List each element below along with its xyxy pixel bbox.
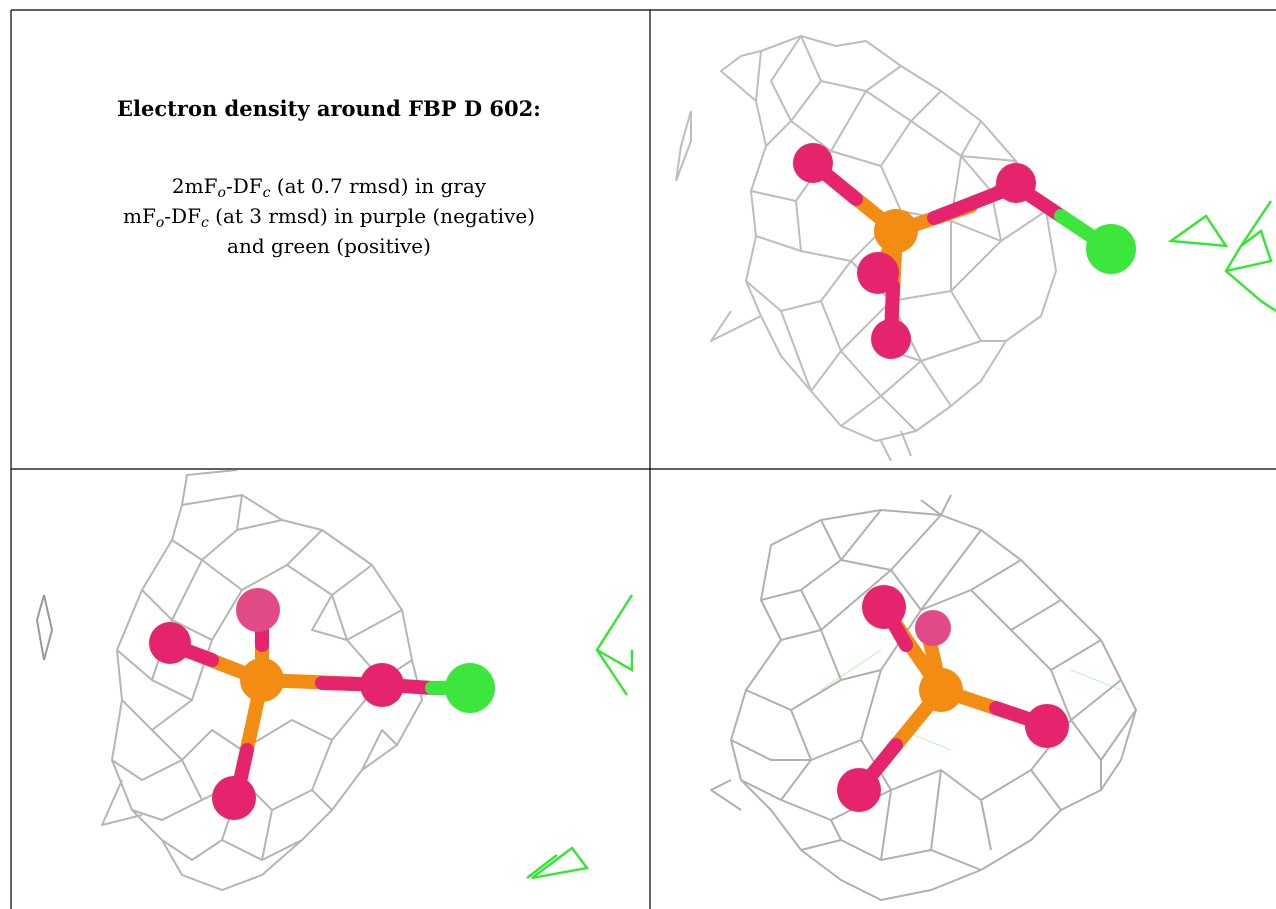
density-mesh-gray xyxy=(710,494,1137,901)
density-mesh-positive xyxy=(1167,200,1276,312)
figure-caption: Electron density around FBP D 602: 2mFo-… xyxy=(10,60,648,261)
molecule-bonds xyxy=(809,159,1113,343)
oxygen-atom xyxy=(149,622,191,664)
oxygen-atom xyxy=(1025,704,1069,748)
oxygen-atom xyxy=(360,663,404,707)
oxygen-atom xyxy=(236,588,280,632)
view-bottom-left xyxy=(35,470,634,891)
oxygen-atom xyxy=(793,143,833,183)
molecule-atoms xyxy=(793,143,1136,359)
oxygen-atom xyxy=(212,776,256,820)
density-mesh-gray-isolated xyxy=(675,110,692,182)
caption-line-3: and green (positive) xyxy=(227,234,431,258)
phosphorus-atom xyxy=(919,668,963,712)
phosphorus-atom xyxy=(874,209,918,253)
view-top-right xyxy=(675,35,1276,462)
density-mesh-positive xyxy=(526,594,634,880)
oxygen-atom xyxy=(915,610,951,646)
green-atom xyxy=(445,663,495,713)
oxygen-atom xyxy=(996,163,1036,203)
oxygen-atom xyxy=(857,252,899,294)
molecule-bonds xyxy=(165,603,474,802)
oxygen-atom xyxy=(871,319,911,359)
caption-line-1: 2mFo-DFc (at 0.7 rmsd) in gray xyxy=(171,174,487,201)
molecule-atoms xyxy=(837,585,1069,812)
molecule-atoms xyxy=(149,588,495,820)
caption-title: Electron density around FBP D 602: xyxy=(117,96,541,121)
oxygen-atom xyxy=(837,768,881,812)
green-atom xyxy=(1086,224,1136,274)
view-bottom-right xyxy=(710,494,1137,901)
caption-line-2: mFo-DFc (at 3 rmsd) in purple (negative) xyxy=(123,204,535,231)
oxygen-atom xyxy=(862,585,906,629)
phosphorus-atom xyxy=(240,658,284,702)
density-mesh-gray-isolated xyxy=(35,594,54,661)
